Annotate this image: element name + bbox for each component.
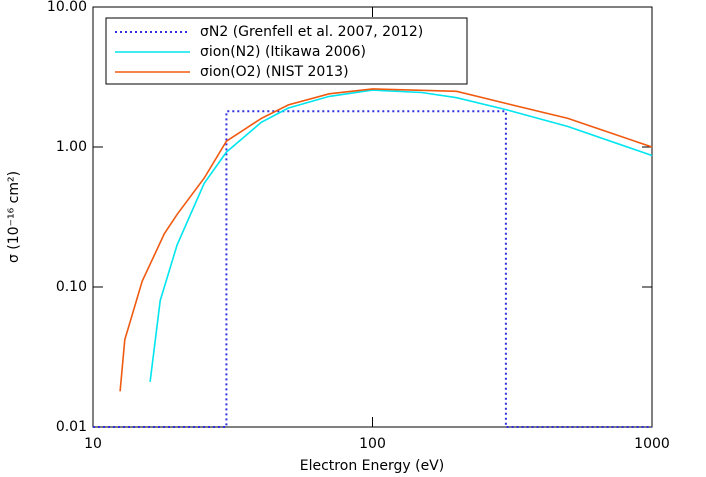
line-series bbox=[93, 110, 652, 428]
legend-label: σion(O2) (NIST 2013) bbox=[200, 64, 349, 80]
y-axis-label: σ (10⁻¹⁶ cm²) bbox=[6, 171, 22, 263]
line-series bbox=[119, 88, 653, 392]
line-series bbox=[149, 89, 653, 382]
y-tick-label: 1.00 bbox=[56, 139, 87, 155]
x-tick-label: 1000 bbox=[634, 436, 670, 452]
x-tick-label: 100 bbox=[359, 436, 386, 452]
legend-label: σion(N2) (Itikawa 2006) bbox=[200, 44, 366, 60]
y-tick-label: 10.00 bbox=[47, 0, 87, 15]
y-tick-label: 0.01 bbox=[56, 419, 87, 435]
x-tick-label: 10 bbox=[84, 436, 102, 452]
y-tick-label: 0.10 bbox=[56, 279, 87, 295]
legend-label: σN2 (Grenfell et al. 2007, 2012) bbox=[200, 24, 423, 40]
x-axis-label: Electron Energy (eV) bbox=[300, 458, 444, 474]
legend-box bbox=[105, 17, 468, 85]
